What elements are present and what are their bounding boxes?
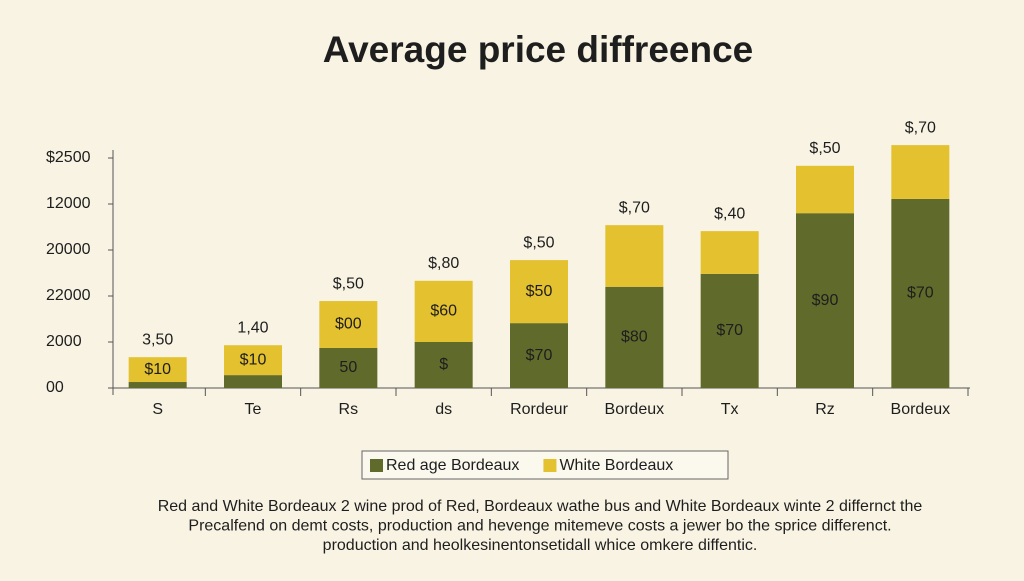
y-tick-label: 20000 — [46, 241, 91, 258]
bar-segment — [510, 323, 568, 388]
value-label: $70 — [716, 322, 743, 339]
y-tick-label: 2000 — [46, 333, 82, 350]
value-label: $60 — [430, 303, 457, 320]
total-label: $,40 — [714, 205, 745, 222]
bar-segment — [414, 280, 473, 342]
caption-line: Precalfend on demt costs, production and… — [188, 518, 891, 535]
value-label: $70 — [526, 347, 553, 364]
bar-segment — [796, 213, 854, 388]
caption-line: production and heolkesinentonsetidall wh… — [323, 537, 758, 554]
total-label: $,50 — [809, 140, 840, 157]
total-label: $,80 — [428, 255, 459, 272]
bar-segment — [700, 231, 759, 274]
bar-segment — [891, 145, 950, 199]
x-tick-label: Tx — [721, 401, 739, 418]
value-label: $00 — [335, 316, 362, 333]
value-label: $10 — [144, 361, 171, 378]
x-tick-label: Te — [245, 401, 262, 418]
y-tick-label: 00 — [46, 379, 64, 396]
total-label: $,70 — [905, 119, 936, 136]
y-tick-label: 22000 — [46, 287, 91, 304]
x-tick-label: Bordeux — [891, 401, 951, 418]
x-tick-label: ds — [435, 401, 452, 418]
bar-segment — [796, 165, 854, 214]
total-label: 3,50 — [142, 331, 173, 348]
bar-segment — [128, 382, 187, 388]
y-tick-label: 12000 — [46, 195, 91, 212]
x-tick-label: Rs — [339, 401, 359, 418]
value-label: $10 — [240, 351, 267, 368]
bar-segment — [224, 345, 282, 376]
value-label: $70 — [907, 285, 934, 302]
bar-segment — [700, 273, 759, 388]
total-label: $,70 — [619, 199, 650, 216]
legend-swatch — [370, 459, 383, 472]
bar-segment — [605, 225, 664, 287]
legend-label: White Bordeaux — [559, 457, 673, 474]
value-label: 50 — [339, 359, 357, 376]
chart-title: Average price diffreence — [323, 29, 754, 70]
value-label: $80 — [621, 329, 648, 346]
bar-segment — [224, 375, 282, 388]
bar-segment — [319, 301, 378, 348]
bar-segment — [510, 260, 568, 324]
bar-segment — [891, 198, 950, 388]
total-label: $,50 — [523, 234, 554, 251]
y-tick-label: $2500 — [46, 149, 91, 166]
x-tick-label: Rz — [815, 401, 835, 418]
caption-line: Red and White Bordeaux 2 wine prod of Re… — [158, 498, 923, 515]
x-tick-label: Bordeux — [605, 401, 665, 418]
bar-segment — [128, 357, 187, 383]
value-label: $50 — [526, 283, 553, 300]
legend-swatch — [543, 459, 557, 472]
bar-segment — [605, 286, 664, 388]
value-label: $90 — [812, 292, 839, 309]
bar-segment — [319, 347, 378, 388]
x-tick-label: S — [152, 401, 163, 418]
bar-segment — [414, 342, 473, 388]
legend-label: Red age Bordeaux — [386, 457, 519, 474]
value-label: $ — [439, 356, 448, 373]
x-tick-label: Rordeur — [510, 401, 568, 418]
total-label: $,50 — [333, 275, 364, 292]
total-label: 1,40 — [237, 319, 268, 336]
